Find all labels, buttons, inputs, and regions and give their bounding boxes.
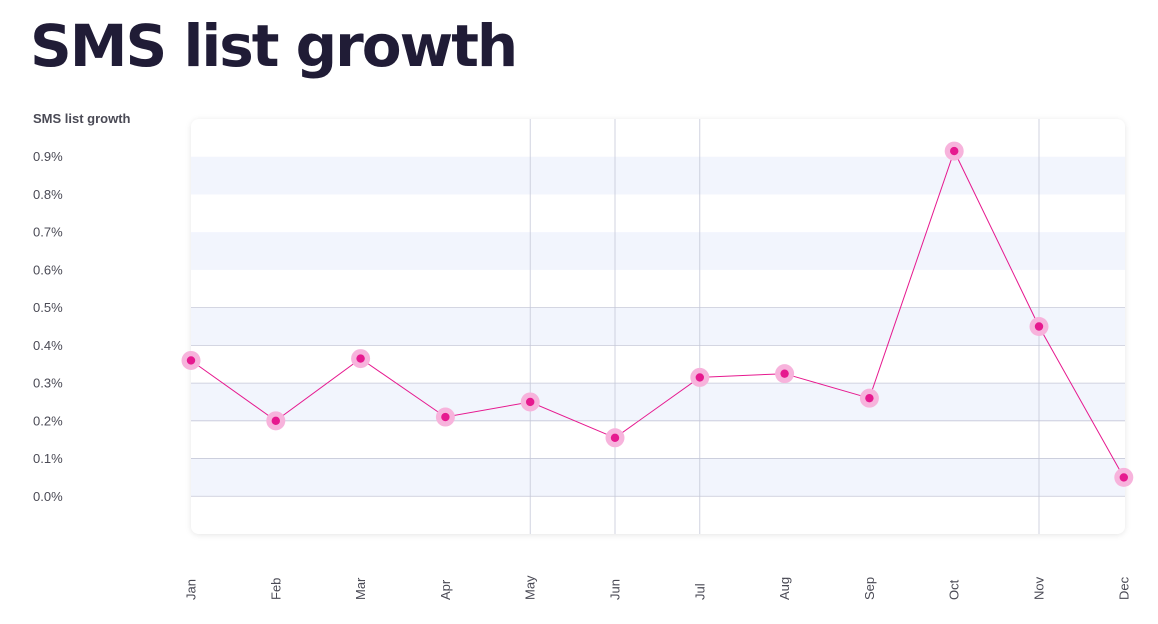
data-point-dot [356, 354, 365, 363]
data-point[interactable] [520, 392, 540, 412]
series-line-group [190, 149, 1125, 478]
data-point-dot [186, 356, 196, 365]
grid-band [191, 458, 1125, 497]
y-tick-label: 0.5% [33, 300, 63, 315]
y-tick-label: 0.8% [33, 187, 63, 202]
data-point-dot [441, 412, 450, 422]
x-tick-label: Aug [777, 577, 792, 600]
vertical-gridlines [529, 119, 1040, 534]
x-tick-label: Oct [947, 579, 962, 600]
data-point[interactable] [435, 407, 455, 427]
data-point-dot [1119, 473, 1129, 482]
x-tick-label: Jan [184, 579, 199, 600]
y-tick-label: 0.7% [33, 225, 63, 240]
data-point[interactable] [1029, 317, 1049, 336]
y-axis-ticks: 0.0% 0.1% 0.2% 0.3% 0.4% 0.5% 0.6% 0.7% 0.8% 0.9% [33, 149, 63, 504]
data-point[interactable] [944, 141, 964, 161]
x-tick-label: Feb [268, 578, 283, 600]
data-point[interactable] [605, 428, 625, 448]
x-tick-label: May [523, 575, 538, 600]
data-point[interactable] [351, 349, 371, 369]
grid-band [191, 383, 1125, 421]
x-tick-label: Jun [608, 579, 623, 600]
data-point[interactable] [775, 364, 795, 384]
series-line [190, 149, 1125, 478]
data-point[interactable] [181, 350, 201, 370]
data-point-dot [780, 369, 789, 378]
grid-band [191, 307, 1125, 346]
data-point-dot [1034, 322, 1044, 331]
data-point[interactable] [859, 388, 879, 408]
data-point[interactable] [1114, 467, 1134, 487]
x-tick-label: Jul [692, 583, 707, 600]
x-tick-label: Nov [1032, 576, 1047, 600]
data-point-dot [271, 416, 280, 426]
y-tick-label: 0.4% [33, 338, 63, 353]
data-point-dot [695, 373, 704, 382]
x-axis-ticks: Jan Feb Mar Apr May Jun Jul Aug Sep Oct Nov Dec [184, 575, 1132, 600]
page-title: SMS list growth [30, 12, 518, 80]
x-tick-label: Apr [438, 579, 453, 600]
data-point-dot [950, 146, 959, 156]
y-axis-title: SMS list growth [33, 111, 131, 126]
grid-band [191, 156, 1125, 195]
series-points [181, 141, 1134, 487]
grid-band [191, 232, 1125, 270]
y-tick-label: 0.0% [33, 489, 63, 504]
y-tick-label: 0.9% [33, 149, 63, 164]
horizontal-gridlines [191, 307, 1125, 497]
y-tick-label: 0.2% [33, 413, 63, 428]
x-tick-label: Sep [862, 577, 877, 600]
y-tick-label: 0.3% [33, 376, 63, 391]
data-point-dot [865, 393, 874, 403]
x-tick-label: Mar [353, 577, 368, 600]
data-point-dot [610, 433, 620, 442]
data-point-dot [526, 397, 535, 407]
data-point[interactable] [690, 367, 710, 387]
plot-bands [191, 156, 1125, 497]
data-point[interactable] [266, 411, 286, 431]
y-tick-label: 0.1% [33, 451, 63, 466]
y-tick-label: 0.6% [33, 262, 63, 277]
x-tick-label: Dec [1116, 576, 1131, 600]
